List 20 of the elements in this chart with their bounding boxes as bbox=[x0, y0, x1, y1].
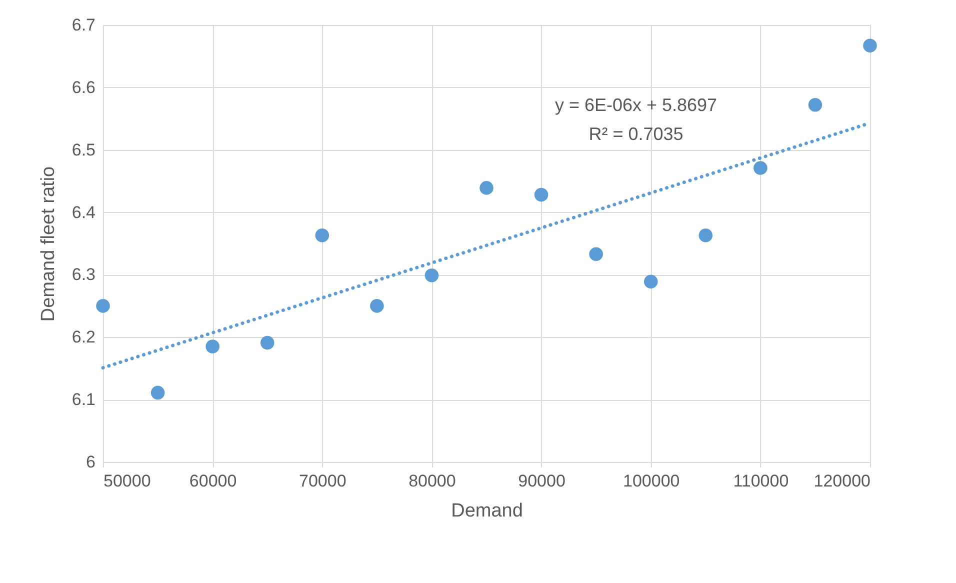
x-tick-label: 60000 bbox=[189, 472, 237, 490]
y-tick-label: 6 bbox=[86, 452, 96, 472]
y-axis-title: Demand fleet ratio bbox=[38, 166, 59, 322]
y-tick-label: 6.3 bbox=[72, 265, 96, 284]
annotation: R² = 0.7035 bbox=[588, 124, 684, 144]
y-tick-label: 6.4 bbox=[72, 202, 96, 222]
y-tick-label: 6.2 bbox=[72, 328, 96, 347]
x-tick-label: 50000 bbox=[104, 472, 151, 490]
x-tick-label: 100000 bbox=[622, 472, 680, 490]
x-tick-label: 70000 bbox=[299, 472, 346, 490]
x-tick-label: 80000 bbox=[408, 472, 456, 490]
y-tick-label: 6.7 bbox=[72, 16, 96, 34]
y-tick-label: 6.1 bbox=[72, 390, 96, 410]
x-axis-title: Demand bbox=[451, 500, 523, 522]
x-tick-label: 90000 bbox=[518, 472, 566, 490]
annotation: y = 6E-06x + 5.8697 bbox=[554, 95, 718, 115]
y-tick-label: 6.6 bbox=[72, 78, 96, 97]
x-tick-label: 110000 bbox=[733, 472, 789, 490]
x-tick-label: 120000 bbox=[814, 472, 870, 490]
y-tick-label: 6.5 bbox=[72, 140, 96, 160]
